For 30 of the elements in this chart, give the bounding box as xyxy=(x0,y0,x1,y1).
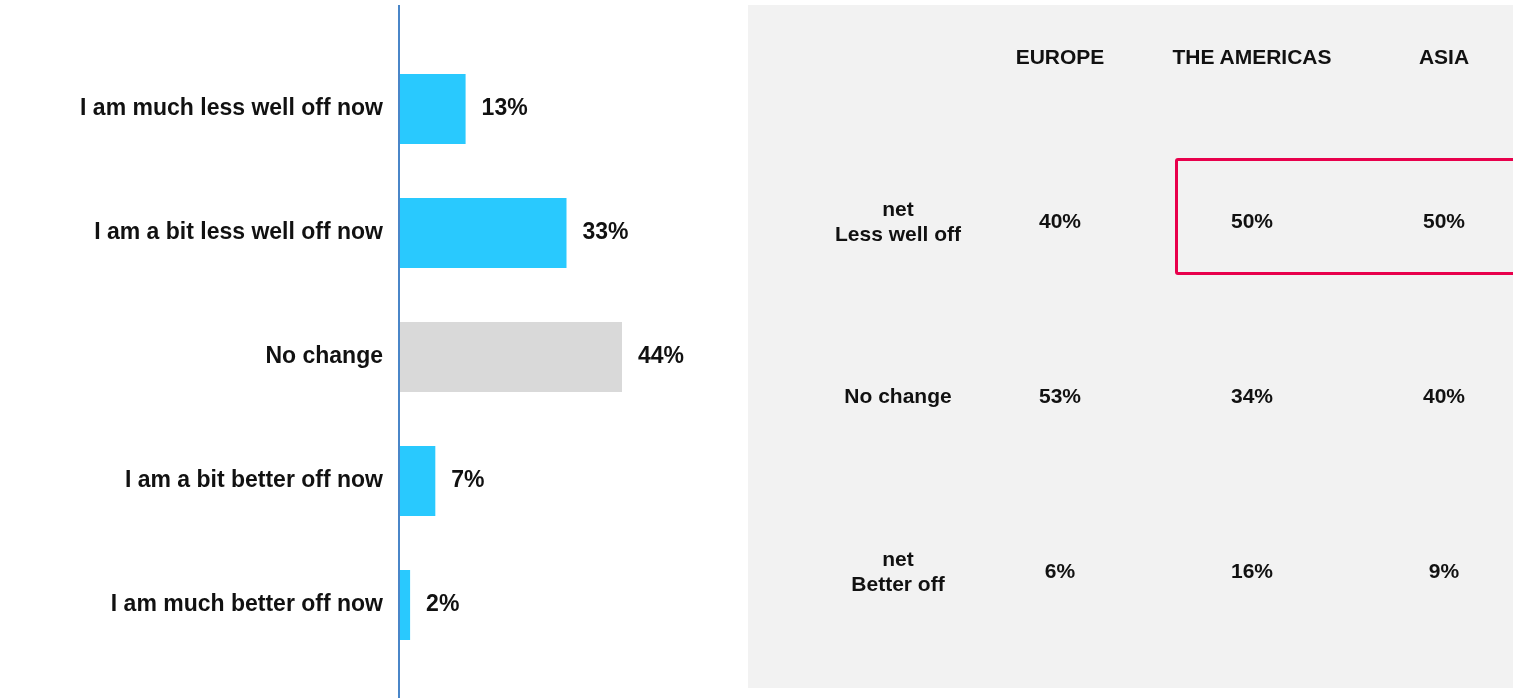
bar xyxy=(400,321,622,393)
x-tick-label: EUROPE xyxy=(1015,45,1105,69)
data-label: 50% xyxy=(1422,209,1466,233)
bar xyxy=(400,445,436,517)
data-label: 44% xyxy=(638,342,685,369)
data-label: 7% xyxy=(451,466,485,493)
data-label: 2% xyxy=(426,590,460,617)
data-label: 53% xyxy=(1038,384,1082,408)
data-label: 40% xyxy=(1422,384,1466,408)
data-label: 16% xyxy=(1230,559,1274,583)
data-label: 13% xyxy=(481,94,528,121)
data-label: 33% xyxy=(582,218,629,245)
data-label: 34% xyxy=(1230,384,1274,408)
y-tick-label: No change xyxy=(844,384,952,408)
data-label: 40% xyxy=(1038,209,1082,233)
y-tick-label: net Better off xyxy=(851,546,946,595)
bar xyxy=(400,73,466,145)
y-tick-label: I am a bit better off now xyxy=(124,466,384,493)
data-label: 6% xyxy=(1044,559,1076,583)
y-tick-label: I am a bit less well off now xyxy=(94,218,384,245)
bar xyxy=(400,569,411,641)
y-tick-label: I am much less well off now xyxy=(80,94,384,121)
x-tick-label: THE AMERICAS xyxy=(1172,45,1332,69)
x-tick-label: ASIA xyxy=(1418,45,1470,69)
y-tick-label: I am much better off now xyxy=(110,590,384,617)
y-tick-label: No change xyxy=(265,342,383,369)
bar xyxy=(400,197,567,269)
data-label: 50% xyxy=(1230,209,1274,233)
data-label: 9% xyxy=(1428,559,1460,583)
y-tick-label: net Less well off xyxy=(834,196,963,245)
